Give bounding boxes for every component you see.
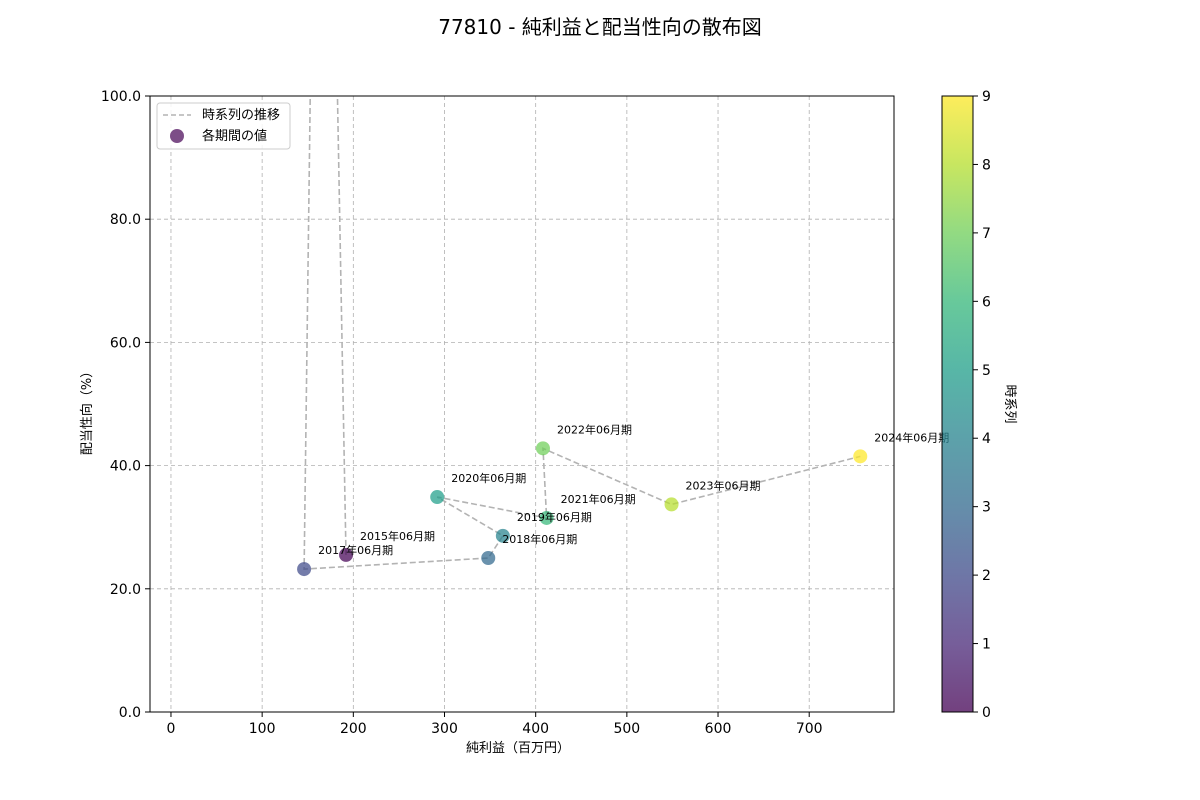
y-tick-label: 100.0 bbox=[101, 89, 141, 105]
colorbar-tick-label: 8 bbox=[982, 157, 991, 173]
data-point bbox=[539, 510, 554, 525]
legend: 時系列の推移 各期間の値 bbox=[156, 102, 291, 150]
data-point bbox=[664, 497, 679, 512]
colorbar-tick-label: 3 bbox=[982, 500, 991, 516]
y-tick-label: 20.0 bbox=[110, 582, 141, 598]
x-tick-label: 400 bbox=[522, 721, 549, 737]
data-point bbox=[297, 562, 312, 577]
x-tick-label: 700 bbox=[796, 721, 823, 737]
colorbar-tick-label: 9 bbox=[982, 89, 991, 105]
data-point-label: 2018年06月期 bbox=[502, 532, 577, 546]
colorbar-tick-label: 1 bbox=[982, 637, 991, 653]
colorbar-tick-label: 5 bbox=[982, 363, 991, 379]
colorbar-gradient bbox=[941, 95, 974, 713]
data-point-label: 2020年06月期 bbox=[451, 471, 526, 485]
data-point-label: 2022年06月期 bbox=[557, 422, 632, 436]
x-tick-label: 0 bbox=[167, 721, 176, 737]
colorbar-label: 時系列 bbox=[1002, 384, 1017, 423]
data-point bbox=[535, 441, 550, 456]
colorbar-tick-label: 7 bbox=[982, 226, 991, 242]
colorbar-tick-label: 0 bbox=[982, 705, 991, 721]
data-point bbox=[339, 547, 354, 562]
x-axis-ticks: 0 100 200 300 400 500 600 700 bbox=[167, 712, 823, 737]
colorbar-tick-label: 2 bbox=[982, 568, 991, 584]
data-point bbox=[430, 490, 445, 505]
y-tick-label: 40.0 bbox=[110, 459, 141, 475]
data-point-label: 2023年06月期 bbox=[686, 478, 761, 492]
y-tick-label: 80.0 bbox=[110, 212, 141, 228]
y-axis-ticks: 0.0 20.0 40.0 60.0 80.0 100.0 bbox=[101, 89, 150, 721]
legend-line-label: 時系列の推移 bbox=[202, 108, 280, 123]
data-point-label: 2019年06月期 bbox=[517, 510, 592, 524]
y-tick-label: 60.0 bbox=[110, 335, 141, 351]
y-tick-label: 0.0 bbox=[119, 705, 141, 721]
legend-marker-label: 各期間の値 bbox=[202, 128, 267, 144]
x-tick-label: 100 bbox=[249, 721, 276, 737]
trend-line bbox=[303, 96, 861, 570]
grid-lines bbox=[150, 95, 894, 713]
x-axis-label: 純利益（百万円） bbox=[466, 741, 570, 756]
colorbar-tick-label: 6 bbox=[982, 294, 991, 310]
legend-marker-swatch bbox=[170, 129, 184, 143]
x-tick-label: 300 bbox=[431, 721, 458, 737]
plot-frame bbox=[149, 95, 895, 713]
series-group bbox=[297, 96, 868, 577]
data-point-label: 2021年06月期 bbox=[561, 492, 636, 506]
data-point-label: 2015年06月期 bbox=[360, 529, 435, 543]
x-tick-label: 200 bbox=[340, 721, 367, 737]
colorbar-tick-label: 4 bbox=[982, 431, 991, 447]
data-point bbox=[495, 528, 510, 543]
colorbar-ticks: 0 1 2 3 4 5 6 7 8 9 bbox=[973, 89, 991, 721]
colorbar: 0 1 2 3 4 5 6 7 8 9 時系列 bbox=[941, 89, 1017, 721]
data-point-label: 2017年06月期 bbox=[318, 543, 393, 557]
data-point bbox=[481, 551, 496, 565]
x-tick-label: 500 bbox=[613, 721, 640, 737]
data-point bbox=[853, 449, 868, 464]
data-point-label: 2024年06月期 bbox=[874, 430, 949, 444]
x-tick-label: 600 bbox=[705, 721, 732, 737]
chart-title: 77810 - 純利益と配当性向の散布図 bbox=[438, 15, 762, 39]
y-axis-label: 配当性向（%） bbox=[79, 365, 95, 455]
